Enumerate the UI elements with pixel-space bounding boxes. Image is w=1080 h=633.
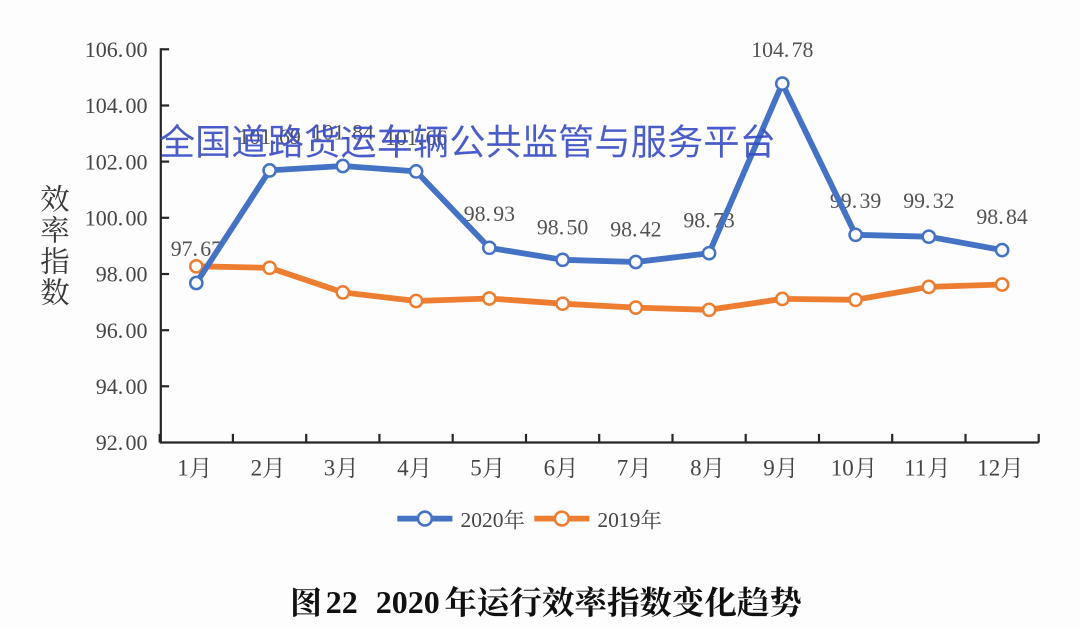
svg-text:98.42: 98. 42 — [610, 217, 661, 241]
svg-text:94.00: 94. 00 — [96, 374, 148, 399]
svg-text:2019: 2019 — [597, 508, 640, 532]
svg-text:98.84: 98. 84 — [976, 205, 1027, 229]
svg-text:12: 12 — [977, 455, 1000, 480]
svg-text:7: 7 — [617, 455, 629, 480]
svg-text:22: 22 — [326, 584, 358, 620]
svg-text:92.00: 92. 00 — [96, 430, 148, 455]
svg-text:2020: 2020 — [461, 508, 504, 532]
svg-text:9: 9 — [763, 455, 775, 480]
svg-text:6: 6 — [544, 455, 556, 480]
svg-text:96.00: 96. 00 — [96, 318, 148, 343]
svg-text:106.00: 106. 00 — [85, 37, 148, 62]
svg-text:1: 1 — [177, 455, 189, 480]
svg-text:10: 10 — [831, 455, 854, 480]
svg-text:100.00: 100. 00 — [85, 205, 148, 230]
svg-text:98.00: 98. 00 — [96, 262, 148, 287]
svg-text:98.93: 98. 93 — [464, 202, 515, 226]
svg-text:98.50: 98. 50 — [537, 215, 588, 239]
svg-text:2020: 2020 — [376, 584, 440, 620]
svg-text:3: 3 — [324, 455, 336, 480]
svg-text:4: 4 — [397, 455, 409, 480]
svg-text:99.32: 99. 32 — [903, 189, 954, 213]
svg-text:104.78: 104. 78 — [751, 38, 813, 62]
svg-text:5: 5 — [470, 455, 482, 480]
svg-text:102.00: 102. 00 — [85, 149, 148, 174]
svg-text:104.00: 104. 00 — [85, 93, 148, 118]
svg-text:2: 2 — [251, 455, 263, 480]
svg-text:11: 11 — [904, 455, 926, 480]
svg-text:8: 8 — [690, 455, 702, 480]
